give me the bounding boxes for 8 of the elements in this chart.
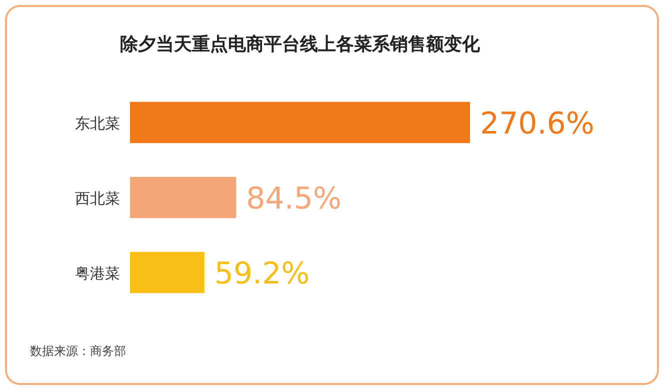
data-label: 84.5% — [246, 182, 342, 216]
data-label: 270.6% — [480, 106, 594, 142]
y-tick-label: 东北菜 — [75, 114, 120, 132]
chart-title: 除夕当天重点电商平台线上各菜系销售额变化 — [120, 34, 481, 55]
y-tick-label: 粤港菜 — [75, 264, 120, 282]
data-label: 59.2% — [214, 256, 310, 292]
source-note: 数据来源：商务部 — [30, 344, 126, 358]
y-tick-label: 西北菜 — [75, 190, 120, 208]
